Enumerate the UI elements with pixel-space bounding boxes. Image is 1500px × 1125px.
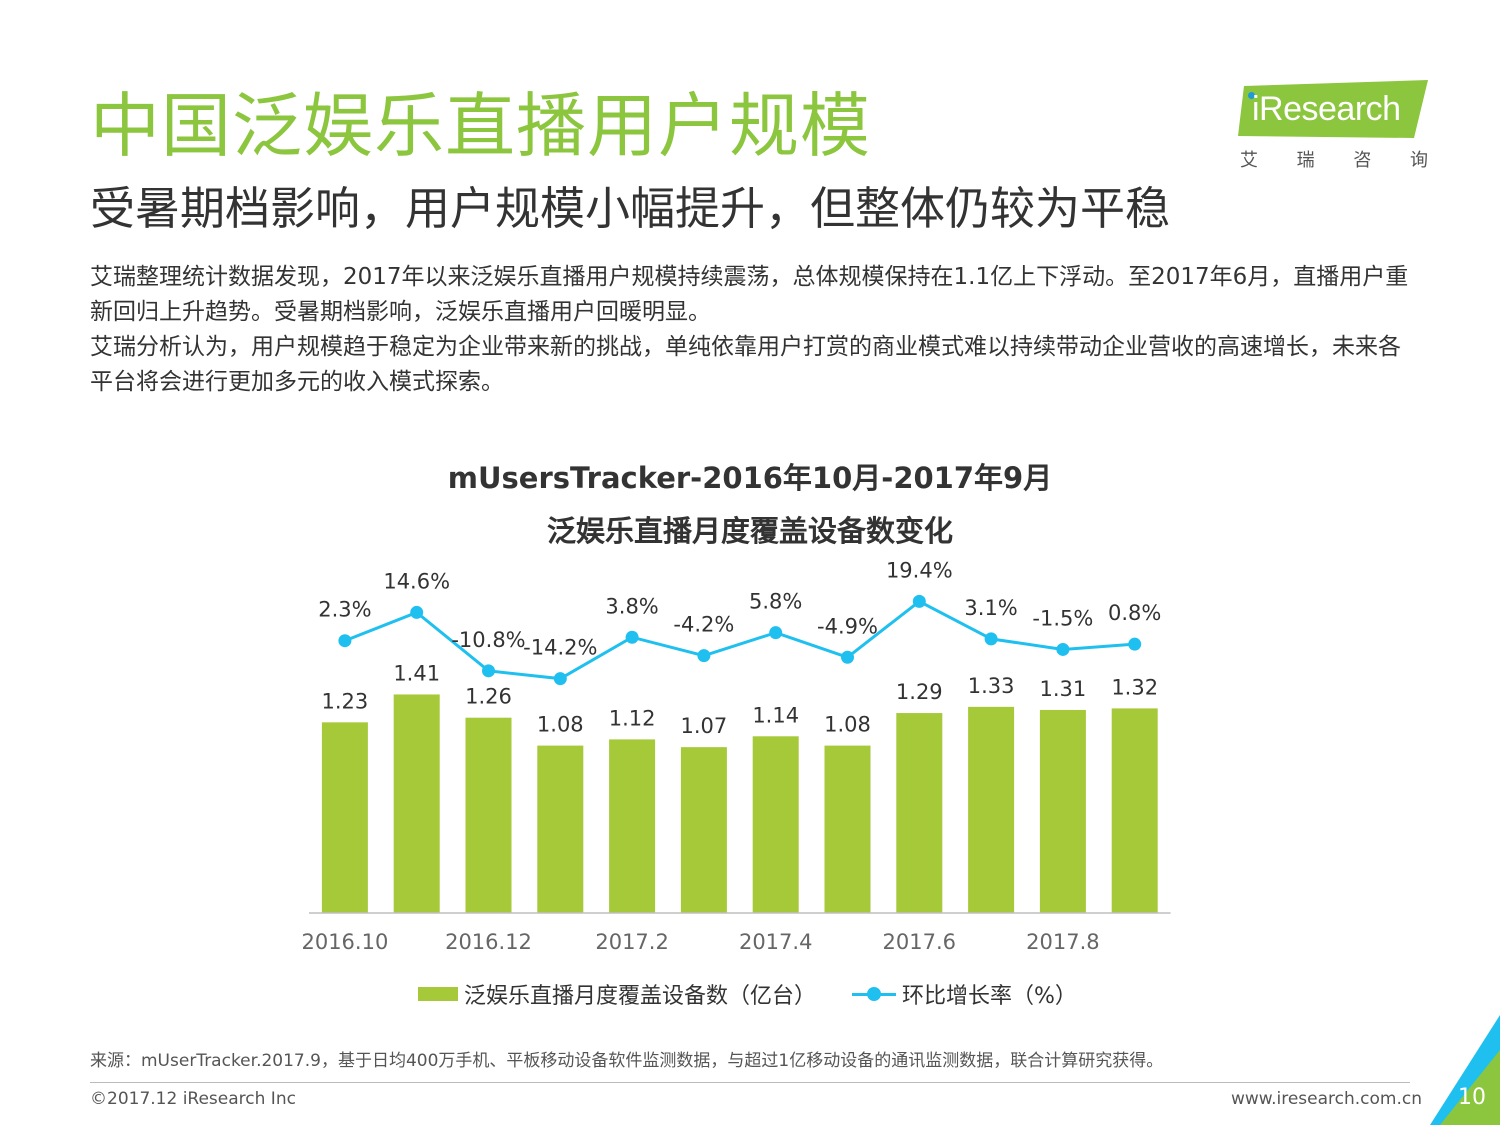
page-subtitle: 受暑期档影响，用户规模小幅提升，但整体仍较为平稳: [90, 182, 1171, 235]
website-link[interactable]: www.iresearch.com.cn: [1230, 1089, 1422, 1109]
logo-subtext: 艾 瑞 咨 询: [1240, 146, 1428, 172]
bar-value-label: 1.31: [1040, 677, 1087, 701]
bar-value-label: 1.33: [968, 674, 1015, 698]
bar-value-label: 1.26: [465, 685, 512, 709]
logo-sub-char: 询: [1409, 150, 1428, 171]
growth-rate-line: [344, 599, 1135, 681]
x-tick-label: 2017.8: [1026, 930, 1099, 954]
bar: [537, 745, 584, 913]
line-value-label: 19.4%: [886, 558, 953, 582]
line-point: [841, 650, 854, 664]
line-value-label: 0.8%: [1108, 601, 1161, 625]
iresearch-logo: iResearch 艾 瑞 咨 询: [1238, 80, 1428, 175]
bar: [824, 745, 871, 913]
line-value-label: 2.3%: [318, 598, 371, 622]
line-value-label: 3.8%: [605, 594, 658, 618]
x-tick-label: 2016.12: [445, 930, 532, 954]
bar: [680, 747, 727, 913]
line-value-label: 3.1%: [964, 596, 1017, 620]
logo-sub-char: 瑞: [1296, 150, 1315, 171]
line-point: [1128, 637, 1142, 651]
page-title: 中国泛娱乐直播用户规模: [90, 85, 871, 167]
body-paragraph-1: 艾瑞整理统计数据发现，2017年以来泛娱乐直播用户规模持续震荡，总体规模保持在1…: [90, 264, 1409, 325]
bar-value-label: 1.32: [1111, 675, 1158, 699]
line-value-label: -10.8%: [451, 628, 525, 652]
bar-value-label: 1.08: [537, 713, 584, 737]
logo-dot: [1248, 92, 1255, 99]
line-point: [553, 672, 567, 686]
bar: [609, 739, 656, 913]
chart-subtitle: 泛娱乐直播月度覆盖设备数变化: [546, 514, 953, 548]
line-point: [625, 630, 639, 644]
chart-title: mUsersTracker-2016年10月-2017年9月: [447, 461, 1053, 495]
line-point: [984, 632, 998, 646]
bar-value-label: 1.41: [393, 661, 440, 685]
body-paragraph-2: 艾瑞分析认为，用户规模趋于稳定为企业带来新的挑战，单纯依靠用户打赏的商业模式难以…: [90, 334, 1401, 395]
legend-item-line: 环比增长率（%）: [852, 978, 1077, 1010]
bar-value-label: 1.14: [752, 703, 799, 727]
bar-value-label: 1.12: [609, 706, 656, 730]
legend-label-bars: 泛娱乐直播月度覆盖设备数（亿台）: [464, 984, 817, 1009]
body-text: 艾瑞整理统计数据发现，2017年以来泛娱乐直播用户规模持续震荡，总体规模保持在1…: [90, 260, 1420, 400]
line-value-label: 5.8%: [749, 590, 802, 614]
bar-value-label: 1.07: [681, 714, 728, 738]
chart-legend: 泛娱乐直播月度覆盖设备数（亿台） 环比增长率（%）: [0, 978, 1500, 1010]
bar-value-label: 1.08: [824, 713, 871, 737]
legend-swatch-bar: [418, 987, 458, 1001]
line-value-label: 14.6%: [383, 569, 450, 593]
line-value-label: -4.2%: [673, 613, 734, 637]
page-number: 10: [1458, 1085, 1486, 1110]
footer-divider: [90, 1082, 1410, 1083]
bar: [968, 706, 1015, 913]
bar-value-label: 1.29: [896, 680, 943, 704]
line-value-label: -1.5%: [1032, 606, 1093, 630]
bar: [896, 713, 943, 913]
bar-value-label: 1.23: [322, 689, 369, 713]
legend-swatch-line: [852, 987, 896, 1001]
legend-item-bars: 泛娱乐直播月度覆盖设备数（亿台）: [418, 978, 816, 1010]
bar: [752, 736, 799, 913]
x-tick-label: 2017.4: [739, 930, 812, 954]
line-point: [697, 649, 711, 663]
logo-sub-char: 咨: [1353, 150, 1372, 171]
x-tick-label: 2017.6: [883, 930, 956, 954]
x-tick-label: 2016.10: [301, 930, 388, 954]
bar: [321, 722, 368, 913]
corner-decoration: [1430, 1015, 1500, 1125]
source-note: 来源：mUserTracker.2017.9，基于日均400万手机、平板移动设备…: [90, 1051, 1164, 1071]
logo-banner: [1238, 80, 1428, 138]
line-point: [912, 594, 926, 608]
x-tick-label: 2017.2: [595, 930, 668, 954]
bar: [1111, 708, 1158, 913]
bar: [1039, 709, 1086, 913]
bar: [465, 717, 512, 913]
line-point: [338, 634, 352, 648]
line-point: [769, 626, 783, 640]
logo-sub-char: 艾: [1240, 150, 1258, 171]
line-point: [1056, 642, 1070, 656]
line-point: [482, 664, 495, 678]
line-value-label: -14.2%: [523, 636, 597, 660]
logo-brand: iResearch: [1252, 90, 1401, 128]
line-point: [410, 605, 424, 619]
copyright: ©2017.12 iResearch Inc: [90, 1089, 296, 1109]
bar: [393, 694, 440, 913]
line-value-label: -4.9%: [817, 614, 878, 638]
legend-label-line: 环比增长率（%）: [902, 984, 1077, 1009]
